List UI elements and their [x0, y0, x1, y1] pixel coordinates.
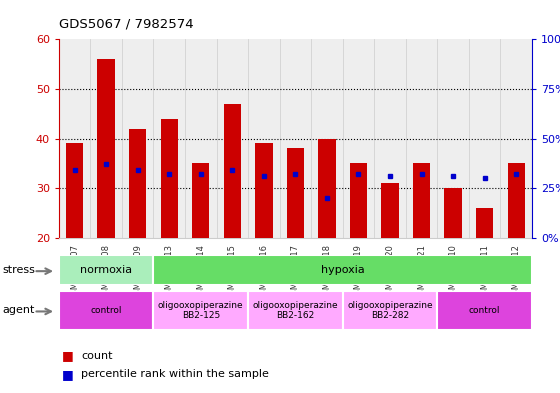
Text: agent: agent: [3, 305, 35, 316]
Bar: [161, 119, 178, 238]
Bar: [445, 188, 462, 238]
Bar: [59, 255, 153, 285]
Bar: [255, 143, 273, 238]
Text: ■: ■: [62, 349, 73, 362]
Bar: [318, 138, 335, 238]
Bar: [381, 183, 399, 238]
Bar: [66, 143, 83, 238]
Bar: [248, 291, 343, 330]
Bar: [437, 291, 532, 330]
Bar: [153, 291, 248, 330]
Text: count: count: [81, 351, 113, 361]
Text: oligooxopiperazine
BB2-125: oligooxopiperazine BB2-125: [158, 301, 244, 320]
Bar: [507, 163, 525, 238]
Text: control: control: [469, 306, 501, 315]
Bar: [97, 59, 115, 238]
Bar: [413, 163, 430, 238]
Text: control: control: [90, 306, 122, 315]
Text: hypoxia: hypoxia: [321, 265, 365, 275]
Bar: [223, 104, 241, 238]
Bar: [287, 149, 304, 238]
Bar: [129, 129, 146, 238]
Bar: [476, 208, 493, 238]
Bar: [59, 291, 153, 330]
Bar: [192, 163, 209, 238]
Text: stress: stress: [3, 265, 36, 275]
Text: GDS5067 / 7982574: GDS5067 / 7982574: [59, 18, 193, 31]
Text: ■: ■: [62, 367, 73, 381]
Text: oligooxopiperazine
BB2-282: oligooxopiperazine BB2-282: [347, 301, 433, 320]
Text: percentile rank within the sample: percentile rank within the sample: [81, 369, 269, 379]
Text: oligooxopiperazine
BB2-162: oligooxopiperazine BB2-162: [253, 301, 338, 320]
Bar: [343, 291, 437, 330]
Bar: [350, 163, 367, 238]
Bar: [153, 255, 532, 285]
Text: normoxia: normoxia: [80, 265, 132, 275]
